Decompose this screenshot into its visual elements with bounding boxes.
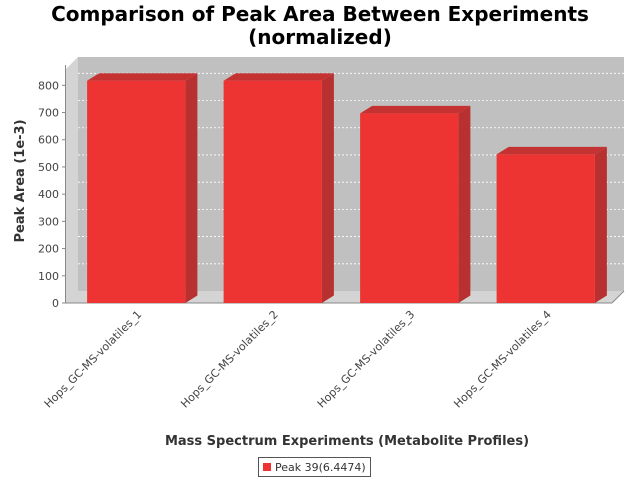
y-tick-label: 500 xyxy=(38,161,59,174)
bar-side xyxy=(321,73,334,303)
plot-floor-corner xyxy=(611,290,625,304)
x-axis: Hops_GC-MS-volatiles_1 Hops_GC-MS-volatil… xyxy=(42,308,554,411)
bar xyxy=(360,105,471,303)
legend-label: Peak 39(6.4474) xyxy=(275,460,366,474)
bar-side xyxy=(185,73,198,303)
bar-top xyxy=(223,73,334,81)
y-tick-label: 700 xyxy=(38,107,59,120)
chart-subtitle: (normalized) xyxy=(248,25,392,49)
bar xyxy=(223,73,334,303)
x-tick-label: Hops_GC-MS-volatiles_1 xyxy=(42,308,145,411)
bar-side xyxy=(458,105,471,303)
bar xyxy=(496,146,607,303)
bar xyxy=(87,73,198,303)
plot-left-wall xyxy=(66,57,78,303)
bar-top xyxy=(360,105,471,114)
y-tick-label: 600 xyxy=(38,134,59,147)
y-tick-label: 800 xyxy=(38,79,59,92)
y-tick-label: 400 xyxy=(38,188,59,201)
bars xyxy=(87,73,607,303)
y-axis: 0 100 200 300 400 500 600 700 800 xyxy=(38,65,66,310)
y-tick-label: 0 xyxy=(52,297,59,310)
bar-front xyxy=(223,80,322,303)
x-tick-label: Hops_GC-MS-volatiles_2 xyxy=(178,308,281,411)
bar-top xyxy=(496,146,607,155)
chart-title: Comparison of Peak Area Between Experime… xyxy=(51,2,589,26)
legend: Peak 39(6.4474) xyxy=(258,457,371,477)
bar-front xyxy=(87,80,186,303)
x-tick-label: Hops_GC-MS-volatiles_4 xyxy=(451,308,554,411)
bar-front xyxy=(360,113,459,303)
legend-swatch xyxy=(263,463,271,471)
x-axis-label: Mass Spectrum Experiments (Metabolite Pr… xyxy=(165,434,529,449)
y-axis-label: Peak Area (1e-3) xyxy=(13,119,28,242)
bar-top xyxy=(87,73,198,81)
y-tick-label: 100 xyxy=(38,270,59,283)
plot-floor xyxy=(66,291,624,303)
y-tick-label: 200 xyxy=(38,243,59,256)
bar-side xyxy=(594,146,607,303)
y-tick-label: 300 xyxy=(38,215,59,228)
bar-front xyxy=(496,154,595,303)
x-tick-label: Hops_GC-MS-volatiles_3 xyxy=(315,308,418,411)
